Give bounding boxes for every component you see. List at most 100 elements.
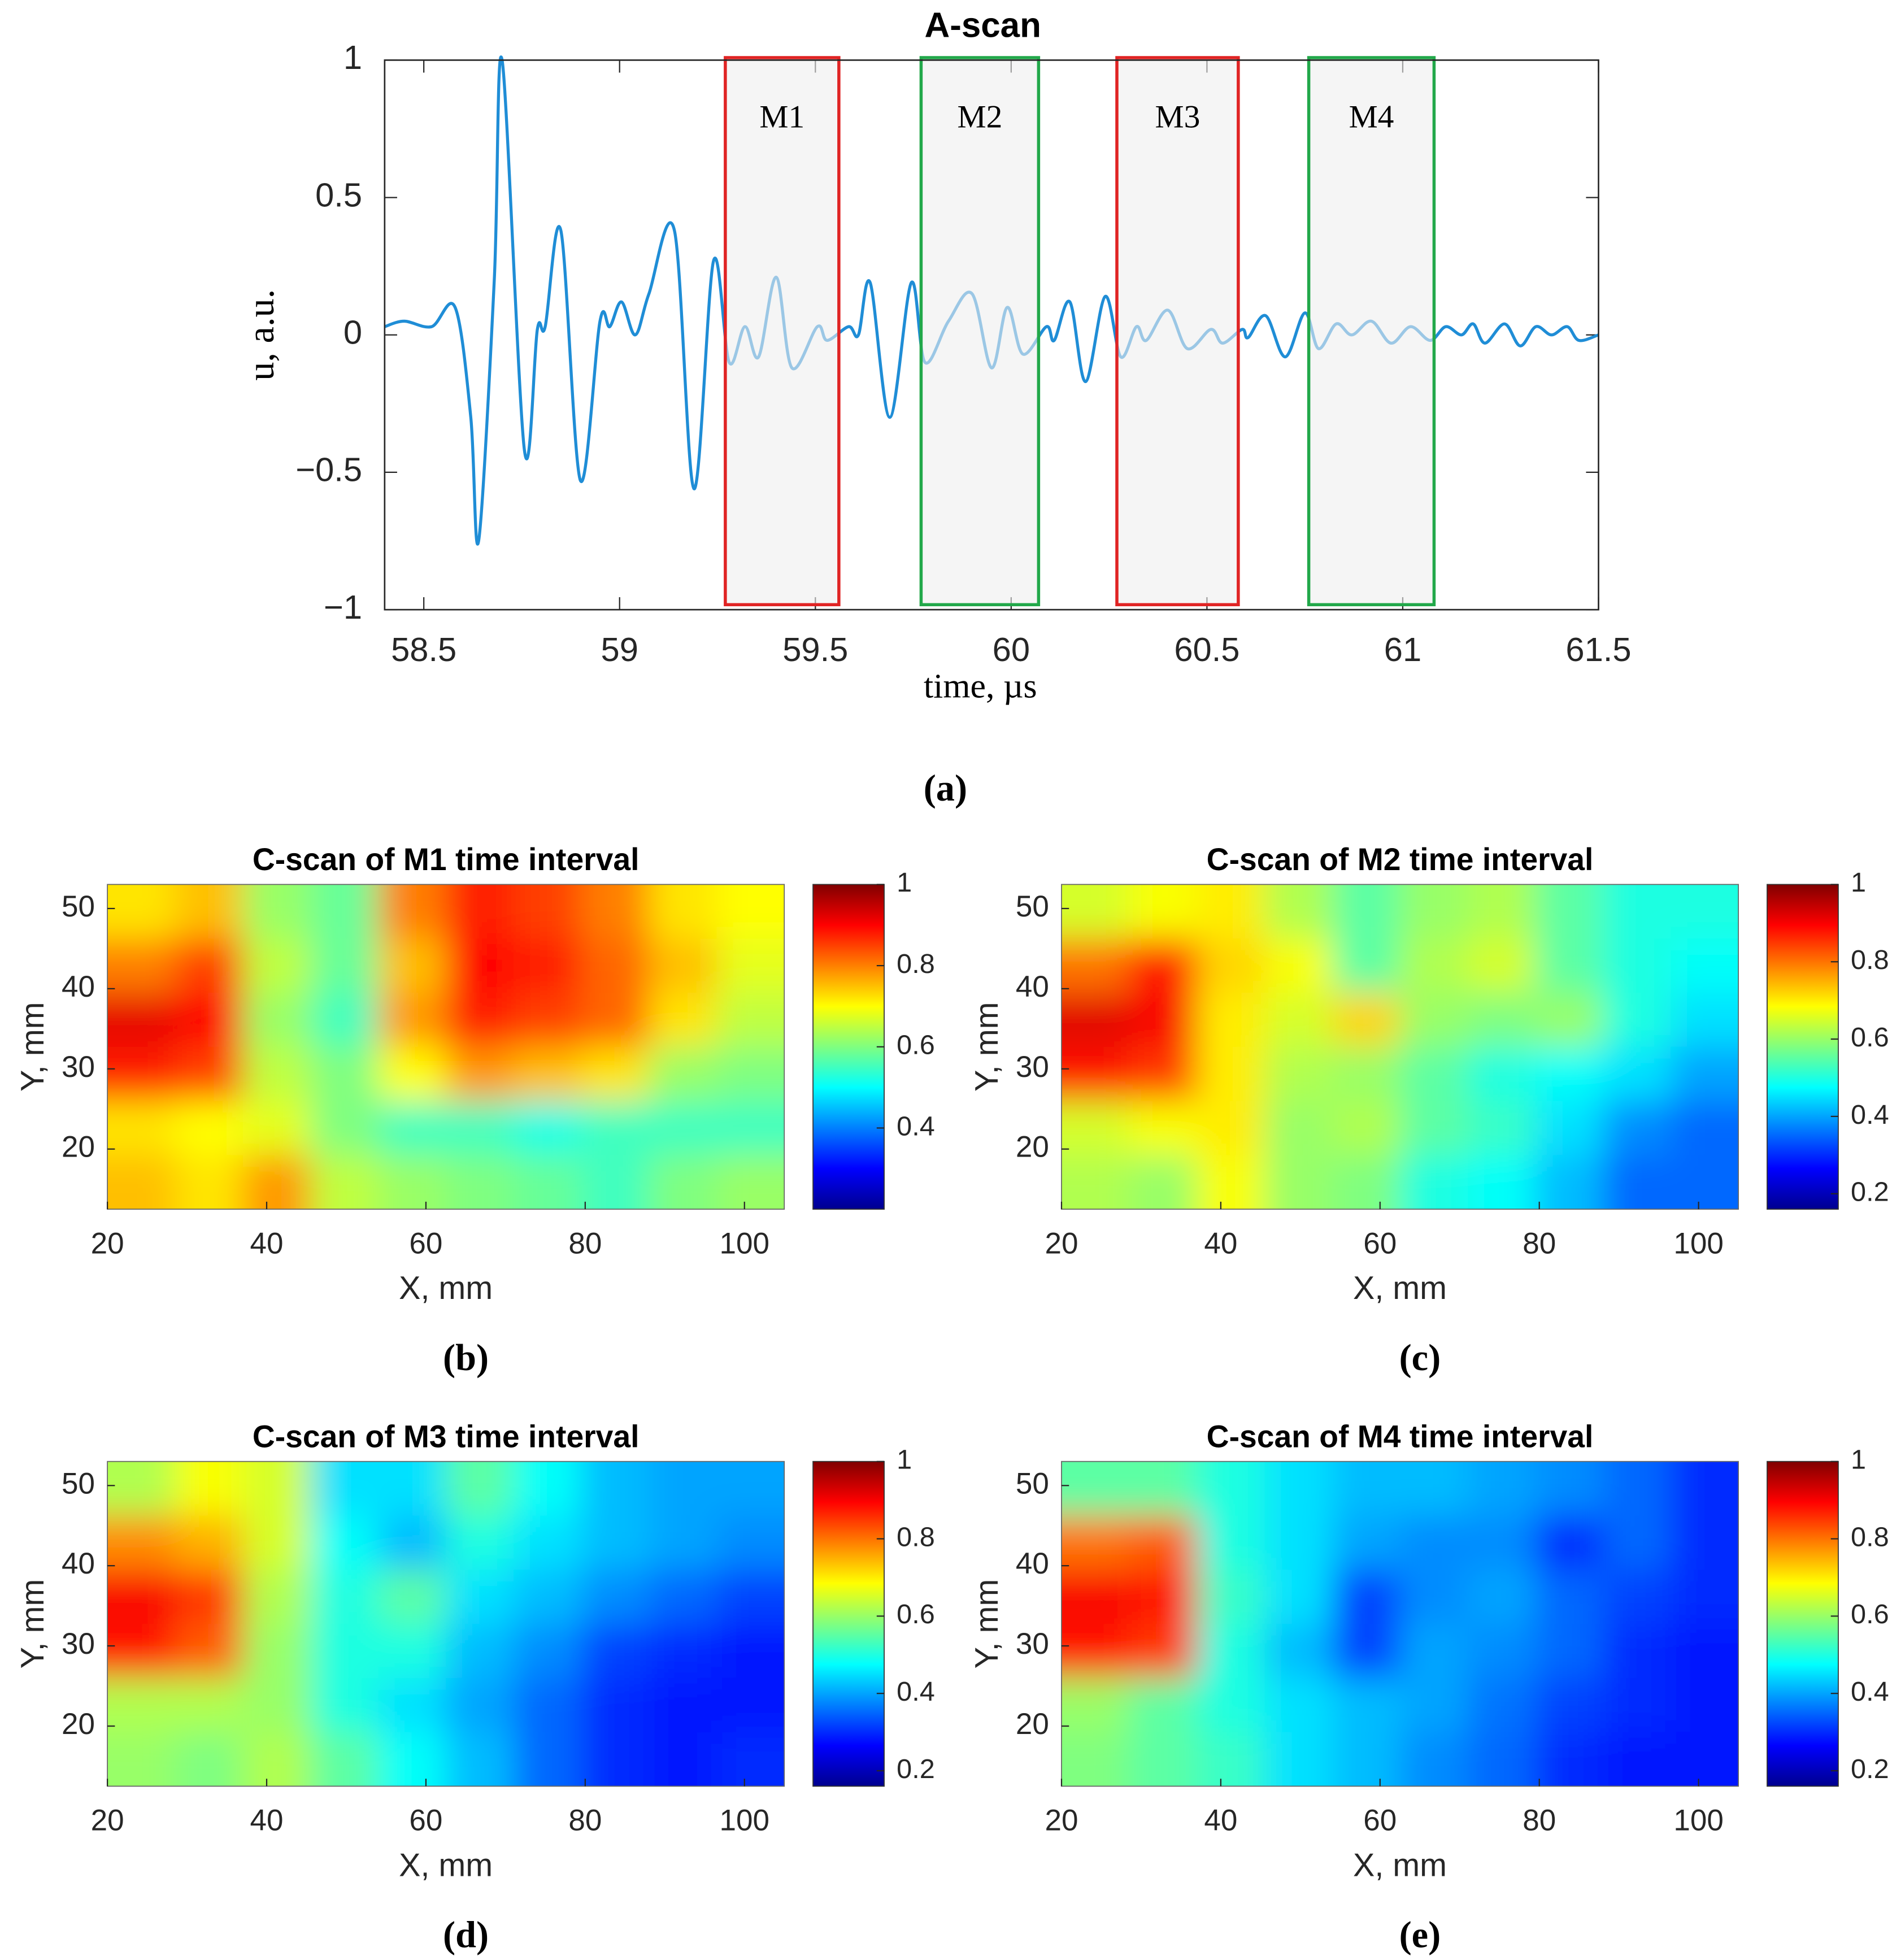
heatmap-cell (649, 1677, 717, 1733)
heatmap-cell (1603, 1515, 1672, 1571)
heatmap-cell (1671, 1624, 1739, 1679)
heatmap-cell (1400, 992, 1468, 1048)
heatmap-cell (175, 1677, 243, 1733)
heatmap-cell (649, 1624, 717, 1679)
colorbar-tick-label: 0.8 (897, 1522, 935, 1552)
colorbar (1767, 884, 1839, 1210)
heatmap-cell (649, 1101, 717, 1156)
heatmap-cells (1061, 1461, 1739, 1787)
heatmap-cell (242, 1570, 311, 1625)
heatmap-cell (1535, 938, 1604, 994)
heatmap-cell (310, 1732, 379, 1787)
heatmap-cell (1671, 992, 1739, 1048)
heatmap-cell (1535, 992, 1604, 1048)
heatmap-cell (649, 1155, 717, 1210)
colorbar-tick-label: 0.4 (1851, 1099, 1889, 1130)
heatmap-cell (1535, 1461, 1604, 1516)
heatmap-cell (513, 1624, 582, 1679)
heatmap-cell (242, 884, 311, 940)
heatmap-cell (1197, 1515, 1265, 1571)
heatmap-cell (446, 1515, 515, 1571)
x-axis-label: X, mm (399, 1847, 493, 1883)
heatmap-cell (1332, 1570, 1401, 1625)
chart-title: C-scan of M2 time interval (1207, 842, 1594, 877)
heatmap-cell (175, 1624, 243, 1679)
heatmap-cell (1332, 1101, 1401, 1156)
heatmap-cell (1129, 992, 1198, 1048)
colorbar (812, 884, 885, 1210)
heatmap-cell (310, 992, 379, 1048)
heatmap-cell (716, 1461, 785, 1516)
heatmap-cell (175, 1515, 243, 1571)
x-tick-label: 60 (1363, 1227, 1397, 1260)
x-axis-label: X, mm (1353, 1270, 1447, 1306)
heatmap-cell (175, 1461, 243, 1516)
heatmap-cell (1467, 1624, 1536, 1679)
x-tick-label: 40 (1204, 1804, 1237, 1837)
heatmap-cell (1332, 1624, 1401, 1679)
x-tick-label: 20 (91, 1804, 124, 1837)
heatmap-cell (716, 992, 785, 1048)
heatmap-cell (1061, 1461, 1130, 1516)
heatmap-cell (378, 1155, 447, 1210)
heatmap-cell (378, 1732, 447, 1787)
heatmap-cell (1129, 1677, 1198, 1733)
heatmap (1061, 1461, 1739, 1787)
heatmap-cell (1603, 1570, 1672, 1625)
heatmap-cell (1264, 1515, 1333, 1571)
y-tick-label: 50 (62, 890, 95, 923)
plot-frame (107, 884, 785, 1210)
heatmap-cell (581, 1155, 650, 1210)
x-axis-label: X, mm (399, 1270, 493, 1306)
heatmap-cell (716, 1046, 785, 1102)
heatmap-cell (378, 1461, 447, 1516)
x-axis-label: time, µs (924, 667, 1037, 706)
heatmap-cell (716, 1515, 785, 1571)
heatmap-cell (242, 1155, 311, 1210)
heatmap-cell (581, 938, 650, 994)
heatmap-cell (1197, 1570, 1265, 1625)
heatmap-cell (1061, 884, 1130, 940)
heatmap-cell (107, 1515, 176, 1571)
colorbar-tick-label: 1 (1851, 867, 1866, 898)
heatmap-cell (175, 1046, 243, 1102)
x-tick-label: 40 (250, 1804, 284, 1837)
heatmap-cell (1129, 1155, 1198, 1210)
heatmap-cell (1400, 1046, 1468, 1102)
y-tick-label: 40 (62, 970, 95, 1003)
heatmap-cell (1671, 884, 1739, 940)
x-tick-label: 60 (1363, 1804, 1397, 1837)
heatmap-cell (1061, 1515, 1130, 1571)
heatmap-cell (1535, 1046, 1604, 1102)
heatmap-cell (716, 1570, 785, 1625)
heatmap-cell (1467, 1155, 1536, 1210)
time-window (1307, 56, 1436, 606)
heatmap-cell (1671, 938, 1739, 994)
time-window (919, 56, 1041, 606)
heatmap-cell (649, 1046, 717, 1102)
colorbar-tick-label: 0.8 (1851, 945, 1889, 975)
heatmap-cell (1671, 1515, 1739, 1571)
heatmap-cell (446, 1155, 515, 1210)
heatmap-cell (1603, 1732, 1672, 1787)
heatmap-cell (378, 992, 447, 1048)
heatmap-cell (649, 884, 717, 940)
colorbar-tick-label: 0.6 (1851, 1022, 1889, 1053)
heatmap-cell (1197, 884, 1265, 940)
colorbar-tick-label: 0.8 (897, 949, 935, 979)
colorbar-tick-label: 0.2 (1851, 1177, 1889, 1207)
colorbar-tick-label: 1 (1851, 1445, 1866, 1475)
heatmap-cell (175, 1570, 243, 1625)
y-axis-label: Y, mm (969, 1002, 1005, 1092)
heatmap-cell (1400, 1461, 1468, 1516)
y-tick-label: 30 (62, 1050, 95, 1084)
heatmap-cell (1264, 1624, 1333, 1679)
heatmap-cell (1603, 938, 1672, 994)
panel-label: (a) (924, 768, 967, 809)
heatmap-cell (1400, 1624, 1468, 1679)
heatmap-cell (1603, 1624, 1672, 1679)
heatmap-cell (1671, 1732, 1739, 1787)
x-tick-label: 59.5 (782, 631, 848, 668)
heatmap-cell (1467, 938, 1536, 994)
